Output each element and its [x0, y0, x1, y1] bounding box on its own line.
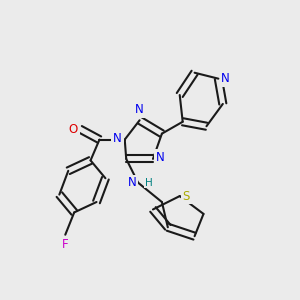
Text: N: N — [135, 103, 144, 116]
Text: O: O — [68, 123, 78, 136]
Text: N: N — [128, 176, 136, 189]
Text: N: N — [113, 132, 122, 145]
Text: N: N — [156, 151, 165, 164]
Text: N: N — [221, 72, 230, 85]
Text: F: F — [62, 238, 69, 251]
Text: H: H — [145, 178, 153, 188]
Text: S: S — [183, 190, 190, 202]
